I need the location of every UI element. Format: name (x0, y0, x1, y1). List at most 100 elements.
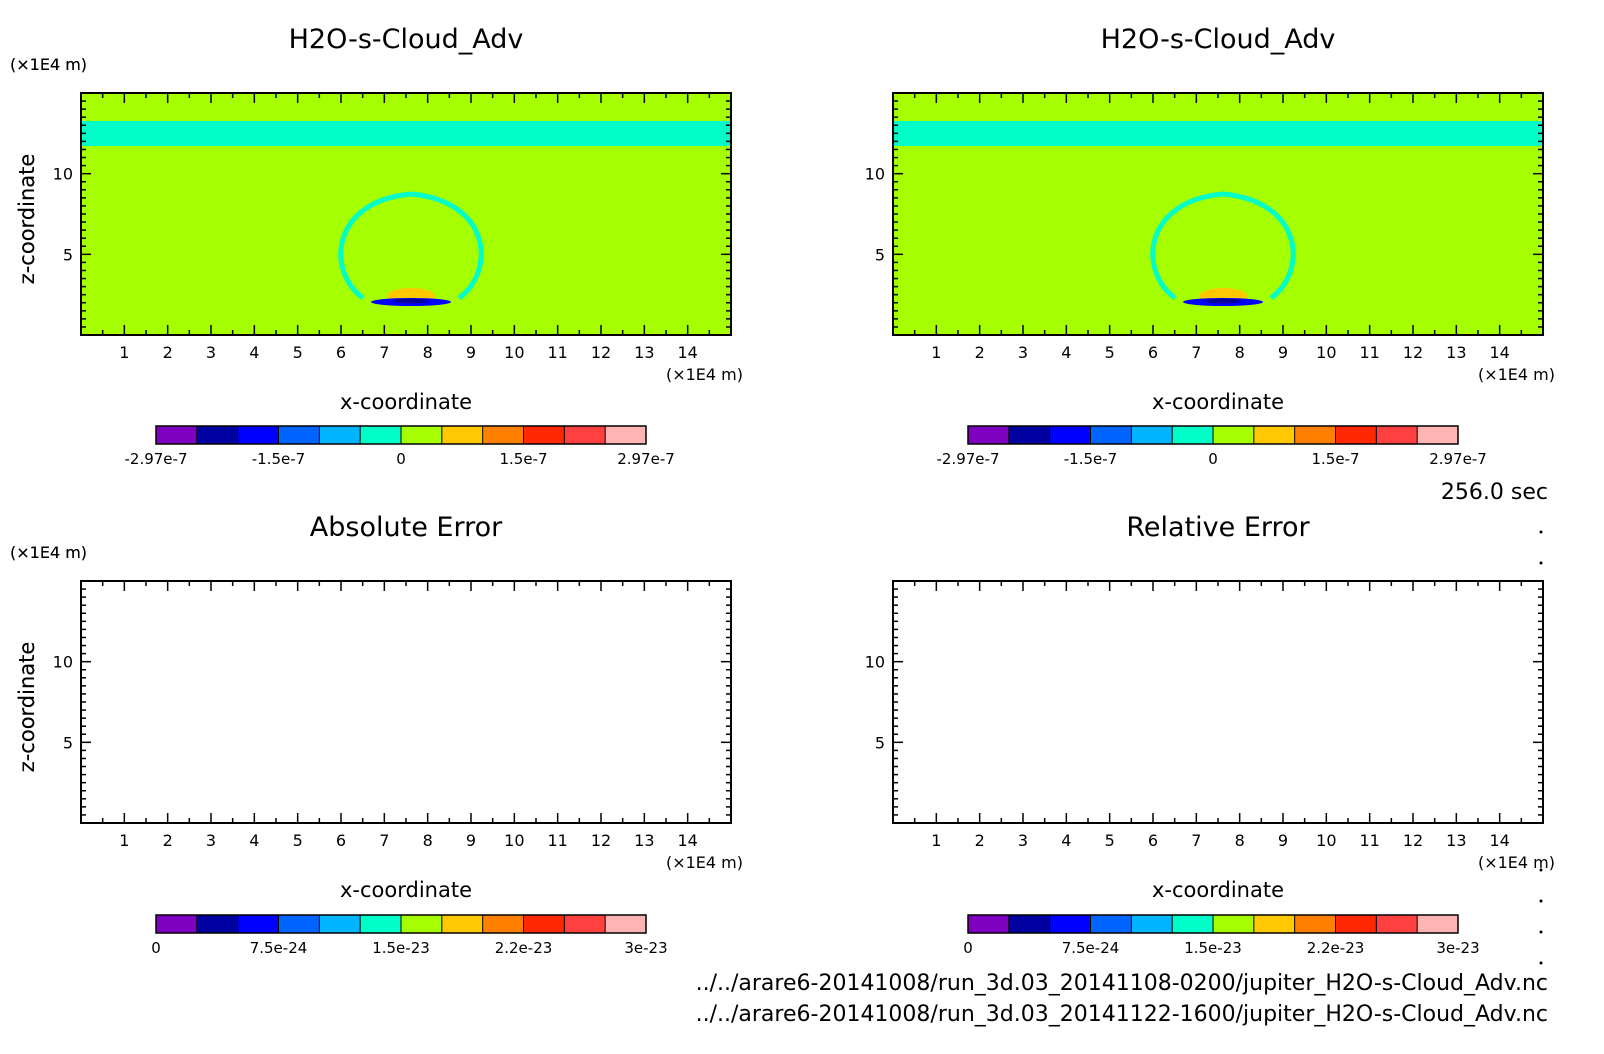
colorbar-swatch (968, 915, 1010, 933)
colorbar-tick-label: 0 (396, 450, 406, 468)
margin-dot (1539, 899, 1543, 903)
colorbar-swatch (968, 426, 1010, 444)
y-unit-label: (×1E4 m) (10, 55, 87, 74)
panel-title: H2O-s-Cloud_Adv (289, 24, 524, 55)
colorbar-swatch (1417, 915, 1459, 933)
x-tick-label: 6 (1148, 831, 1158, 850)
colorbar-tick-label: 1.5e-23 (372, 939, 430, 957)
x-tick-label: 9 (1278, 831, 1288, 850)
x-tick-label: 10 (1316, 343, 1336, 362)
y-unit-label: (×1E4 m) (10, 55, 87, 74)
colorbar-swatch (156, 426, 198, 444)
x-tick-label: 14 (677, 831, 697, 850)
colorbar-swatch (1008, 426, 1051, 444)
x-tick-label: 3 (1018, 343, 1028, 362)
colorbar-swatch (1253, 915, 1296, 933)
x-tick-label: 8 (1235, 831, 1245, 850)
x-tick-label: 1 (119, 343, 129, 362)
x-tick-label: 7 (379, 831, 389, 850)
time-label: 256.0 sec (1441, 480, 1548, 505)
colorbar-swatch (1294, 426, 1336, 444)
x-unit-label: (×1E4 m) (666, 853, 743, 872)
x-tick-label: 2 (975, 343, 985, 362)
x-tick-label: 4 (249, 343, 259, 362)
colorbar-swatch (1213, 915, 1255, 933)
colorbar-swatch (1049, 426, 1091, 444)
colorbar-swatch (1049, 915, 1091, 933)
colorbar-swatch (1376, 426, 1418, 444)
x-tick-label: 8 (423, 343, 433, 362)
x-tick-label: 4 (249, 831, 259, 850)
colorbar-swatch (319, 426, 361, 444)
x-tick-label: 5 (293, 343, 303, 362)
panel-title: Relative Error (1126, 512, 1310, 543)
colorbar-tick-label: 0 (151, 939, 161, 957)
y-tick-label: 10 (53, 653, 73, 672)
colorbar-tick-label: 1.5e-23 (1184, 939, 1242, 957)
colorbar-tick-label: 2.97e-7 (1429, 450, 1487, 468)
colorbar-tick-label: 3e-23 (624, 939, 667, 957)
panel-3: Absolute Error(×1E4 m)1 2 3 4 5 6 7 8 9 10 11 12 13 1… (10, 512, 743, 957)
x-tick-label: 12 (591, 831, 611, 850)
colorbar-swatch (1008, 915, 1051, 933)
colorbar-swatch (360, 426, 402, 444)
colorbar-swatch (401, 915, 443, 933)
cloud-core-negative-strong (393, 298, 429, 304)
x-tick-label: 1 (119, 831, 129, 850)
x-tick-label: 11 (1359, 343, 1379, 362)
y-axis-label: z-coordinate (15, 154, 39, 285)
y-tick-label: 5 (63, 733, 73, 752)
colorbar-tick-label: 2.2e-23 (1307, 939, 1365, 957)
x-tick-label: 5 (1105, 343, 1115, 362)
x-tick-label: 10 (504, 831, 524, 850)
colorbar-tick-label: 0 (963, 939, 973, 957)
y-tick-label: 10 (53, 165, 73, 184)
colorbar-swatch (441, 915, 484, 933)
colorbar-swatch (523, 915, 565, 933)
y-axis-label: z-coordinate (15, 642, 39, 773)
cloud-ring (338, 191, 484, 301)
colorbar-swatch (278, 915, 320, 933)
colorbar: -2.97e-7 -1.5e-7 0 1.5e-7 2.97e-7 (937, 425, 1487, 468)
cloud-ring (1150, 191, 1296, 301)
colorbar-tick-label: -1.5e-7 (252, 450, 305, 468)
y-tick-label: 5 (63, 245, 73, 264)
x-tick-label: 2 (163, 343, 173, 362)
plot-area (893, 93, 1543, 335)
x-tick-label: 5 (1105, 831, 1115, 850)
colorbar-swatch (1131, 915, 1173, 933)
x-tick-label: 13 (1446, 831, 1466, 850)
file-path-1: ../../arare6-20141008/run_3d.03_20141108… (696, 971, 1548, 996)
y-tick-label: 10 (865, 165, 885, 184)
x-tick-label: 3 (1018, 831, 1028, 850)
x-unit-label: (×1E4 m) (666, 365, 743, 384)
colorbar-swatch (1335, 915, 1377, 933)
y-tick-label: 5 (875, 245, 885, 264)
colorbar-tick-label: 1.5e-7 (1311, 450, 1359, 468)
colorbar-swatch (605, 915, 647, 933)
file-path-2: ../../arare6-20141008/run_3d.03_20141122… (696, 1002, 1548, 1027)
colorbar-swatch (1417, 426, 1459, 444)
colorbar-swatch (196, 915, 239, 933)
x-tick-label: 11 (1359, 831, 1379, 850)
x-tick-label: 10 (504, 343, 524, 362)
colorbar-swatch (1090, 426, 1132, 444)
colorbar-swatch (441, 426, 484, 444)
x-tick-label: 2 (975, 831, 985, 850)
margin-dot (1539, 961, 1543, 965)
colorbar-tick-label: 3e-23 (1436, 939, 1479, 957)
y-tick-label: 10 (865, 653, 885, 672)
x-tick-label: 12 (1403, 343, 1423, 362)
margin-dot (1539, 530, 1543, 534)
x-tick-label: 14 (1489, 831, 1509, 850)
colorbar-swatch (1253, 426, 1296, 444)
colorbar-tick-label: -2.97e-7 (125, 450, 188, 468)
colorbar-swatch (319, 915, 361, 933)
margin-dot (1539, 868, 1543, 872)
panel-title: Absolute Error (310, 512, 503, 543)
x-tick-label: 1 (931, 343, 941, 362)
panel-1: H2O-s-Cloud_Adv(×1E4 m)1 2 3 4 5 6 7 8 9 10 11 12 13… (10, 24, 743, 468)
colorbar-swatch (564, 426, 606, 444)
x-tick-label: 12 (1403, 831, 1423, 850)
